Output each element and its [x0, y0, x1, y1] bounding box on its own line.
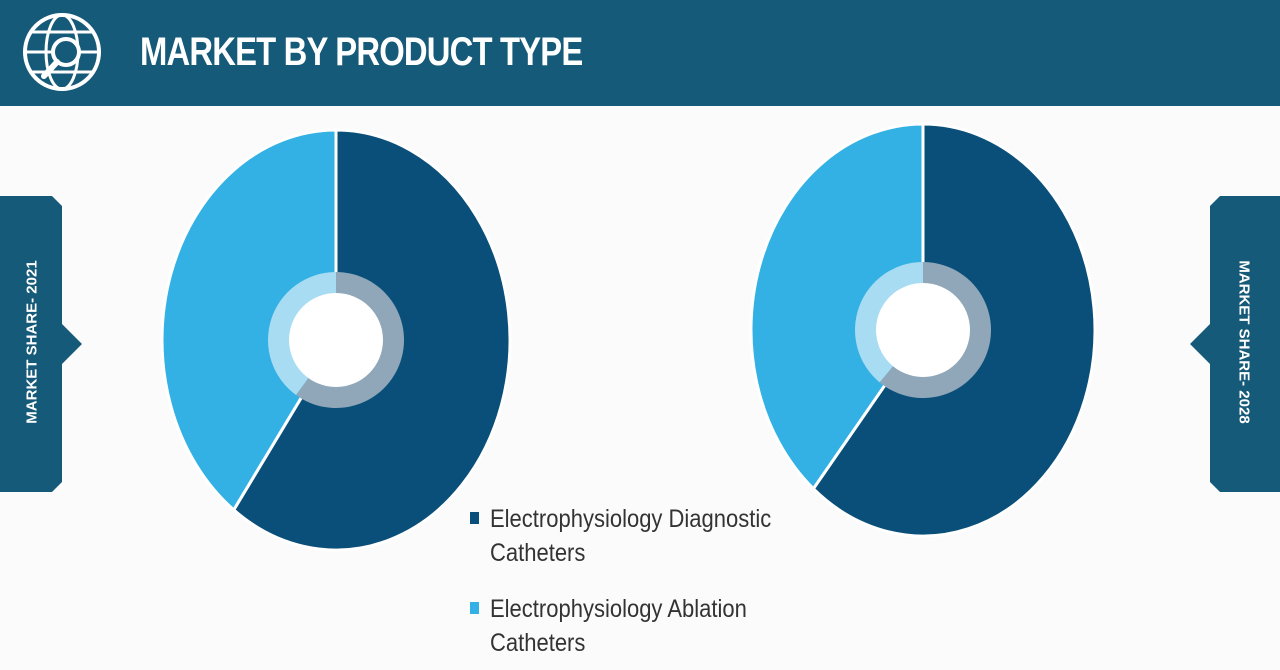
legend-item-ablation: Electrophysiology Ablation Catheters	[470, 592, 820, 660]
legend: Electrophysiology Diagnostic Catheters E…	[470, 502, 820, 670]
legend-label-diagnostic: Electrophysiology Diagnostic Catheters	[490, 505, 772, 567]
globe-search-icon	[23, 13, 101, 91]
page-title: MARKET BY PRODUCT TYPE	[140, 30, 583, 74]
side-tab-2028: MARKET SHARE- 2028	[1188, 196, 1280, 492]
donut-2021-hole	[289, 293, 383, 387]
legend-label-ablation: Electrophysiology Ablation Catheters	[490, 595, 747, 657]
legend-swatch-diagnostic	[470, 512, 479, 524]
donut-2028-slice-ablation	[749, 122, 925, 492]
donut-2028-hole	[876, 283, 970, 377]
header-bar: MARKET BY PRODUCT TYPE	[0, 0, 1280, 106]
side-tab-shape	[1190, 196, 1280, 492]
side-tab-2021: MARKET SHARE- 2021	[0, 196, 84, 492]
legend-item-diagnostic: Electrophysiology Diagnostic Catheters	[470, 502, 820, 570]
side-tab-shape	[0, 196, 82, 492]
legend-swatch-ablation	[470, 602, 479, 614]
donut-2021-slice-ablation	[160, 128, 338, 513]
